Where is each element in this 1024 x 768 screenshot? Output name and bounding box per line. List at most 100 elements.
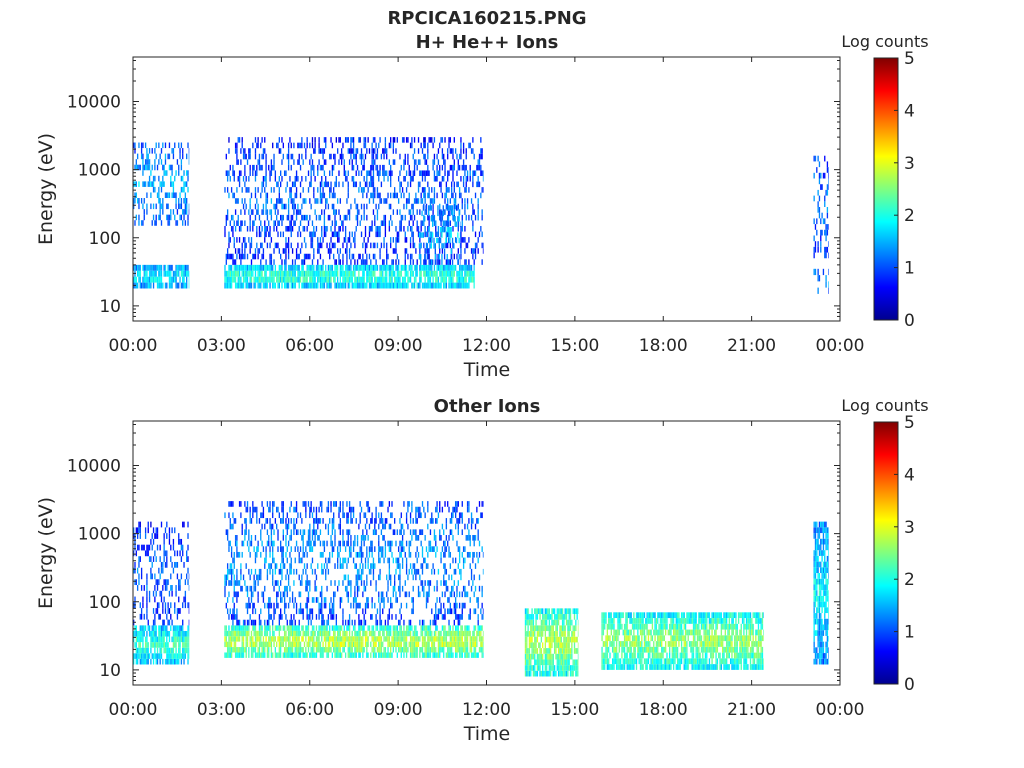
spectrogram-cell (170, 164, 172, 171)
spectrogram-cell (460, 192, 462, 199)
spectrogram-cell (337, 276, 339, 283)
spectrogram-cell (272, 619, 274, 626)
spectrogram-cell (481, 153, 483, 160)
spectrogram-cell (432, 282, 434, 289)
spectrogram-cell (180, 573, 183, 580)
spectrogram-cell (435, 636, 437, 642)
spectrogram-cell (424, 225, 426, 232)
spectrogram-cell (356, 220, 359, 226)
spectrogram-cell (371, 159, 373, 165)
spectrogram-cell (452, 282, 454, 289)
spectrogram-cell (380, 546, 383, 552)
spectrogram-cell (444, 625, 446, 631)
spectrogram-cell (232, 568, 234, 575)
spectrogram-cell (309, 546, 311, 552)
spectrogram-cell (439, 270, 441, 277)
spectrogram-cell (343, 164, 345, 171)
spectrogram-cell (160, 276, 163, 283)
spectrogram-cell (329, 153, 331, 160)
spectrogram-cell (305, 506, 307, 513)
spectrogram-cell (826, 212, 829, 219)
spectrogram-cell (134, 596, 136, 603)
spectrogram-cell (301, 259, 303, 265)
spectrogram-cell (164, 585, 167, 591)
spectrogram-cell (245, 630, 247, 637)
spectrogram-cell (176, 282, 179, 289)
spectrogram-cell (234, 282, 237, 289)
spectrogram-cell (274, 282, 277, 289)
spectrogram-cell (363, 580, 365, 586)
spectrogram-cell (411, 652, 413, 658)
spectrogram-cell (331, 652, 334, 658)
spectrogram-cell (407, 282, 409, 289)
spectrogram-cell (400, 164, 402, 171)
spectrogram-cell (298, 625, 300, 631)
spectrogram-cell (246, 636, 249, 642)
spectrogram-cell (290, 630, 292, 637)
spectrogram-cell (380, 181, 383, 188)
spectrogram-cell (138, 270, 140, 277)
spectrogram-cell (432, 276, 434, 283)
spectrogram-cell (289, 641, 291, 648)
spectrogram-cell (333, 591, 335, 598)
spectrogram-cell (309, 636, 311, 642)
spectrogram-cell (318, 647, 320, 653)
spectrogram-cell (338, 181, 340, 188)
spectrogram-cell (293, 203, 295, 210)
spectrogram-cell (142, 159, 144, 165)
spectrogram-cell (364, 137, 367, 143)
spectrogram-cell (344, 231, 347, 238)
spectrogram-cell (432, 209, 434, 215)
spectrogram-cell (472, 220, 474, 226)
spectrogram-cell (264, 282, 266, 289)
spectrogram-cell (139, 264, 141, 271)
spectrogram-cell (813, 252, 815, 259)
spectrogram-cell (339, 198, 341, 204)
spectrogram-cell (178, 630, 180, 637)
spectrogram-cell (404, 248, 406, 254)
spectrogram-cell (376, 625, 379, 631)
spectrogram-cell (313, 248, 315, 254)
spectrogram-cell (372, 137, 375, 143)
spectrogram-cell (270, 636, 273, 642)
spectrogram-cell (273, 187, 275, 193)
spectrogram-cell (314, 518, 316, 524)
spectrogram-cell (826, 207, 829, 213)
spectrogram-cell (333, 602, 335, 609)
spectrogram-cell (460, 652, 462, 658)
spectrogram-cell (327, 270, 330, 277)
spectrogram-cell (179, 647, 181, 654)
spectrogram-cell (294, 652, 296, 658)
spectrogram-cell (151, 164, 153, 171)
spectrogram-cell (306, 574, 308, 581)
spectrogram-cell (277, 602, 279, 609)
spectrogram-cell (333, 164, 335, 171)
spectrogram-cell (245, 652, 247, 658)
spectrogram-cell (151, 270, 153, 277)
spectrogram-cell (481, 214, 483, 221)
spectrogram-cell (281, 198, 283, 204)
spectrogram-cell (314, 282, 316, 289)
spectrogram-cell (248, 568, 250, 575)
spectrogram-cell (156, 192, 159, 199)
spectrogram-cell (378, 630, 380, 637)
spectrogram-cell (188, 642, 190, 648)
spectrogram-cell (306, 580, 308, 586)
spectrogram-cell (456, 270, 458, 277)
spectrogram-cell (333, 523, 335, 530)
spectrogram-cell (287, 540, 290, 547)
spectrogram-cell (372, 209, 375, 215)
spectrogram-cell (321, 563, 323, 569)
spectrogram-cell (253, 276, 255, 283)
spectrogram-cell (162, 619, 164, 626)
spectrogram-cell (424, 192, 426, 199)
spectrogram-cell (342, 259, 344, 265)
spectrogram-cell (342, 501, 344, 507)
spectrogram-cell (363, 270, 365, 277)
spectrogram-cell (289, 276, 291, 283)
spectrogram-cell (396, 253, 398, 260)
spectrogram-cell (433, 630, 436, 637)
spectrogram-cell (358, 636, 360, 642)
spectrogram-cell (257, 580, 259, 586)
spectrogram-cell (188, 148, 190, 154)
